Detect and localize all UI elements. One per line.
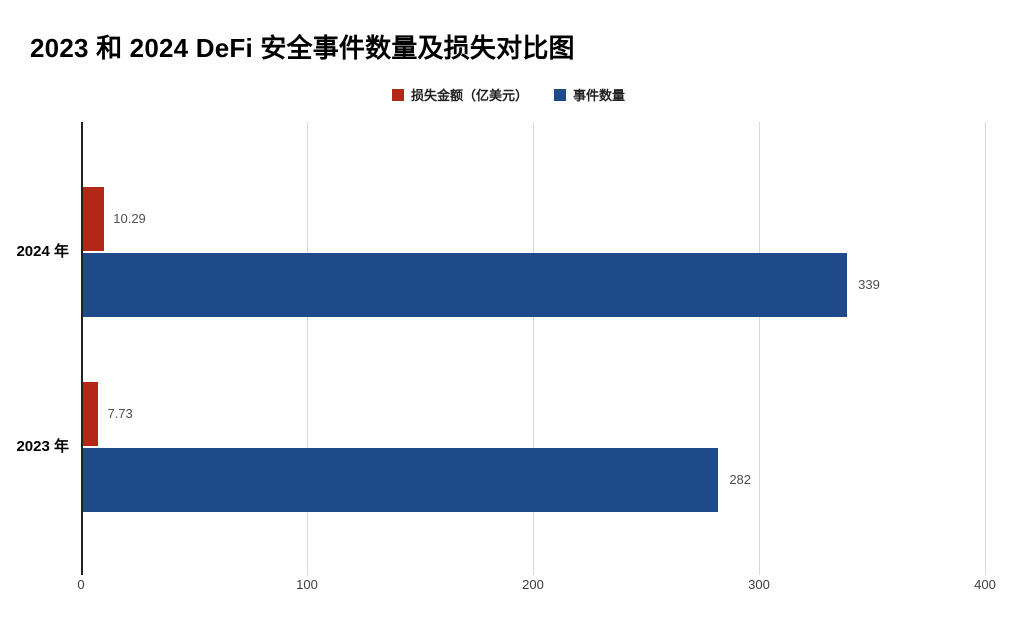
x-tick-label-300: 300 xyxy=(748,577,770,592)
gridline-300 xyxy=(759,122,760,575)
plot-area: 2024 年 10.29 339 2023 年 7.73 282 xyxy=(16,122,986,575)
gridline-100 xyxy=(307,122,308,575)
legend-swatch-icon xyxy=(391,88,404,101)
legend: 损失金额（亿美元） 事件数量 xyxy=(0,85,1017,104)
value-label-count-1: 282 xyxy=(729,472,752,487)
value-label-loss-1: 7.73 xyxy=(107,406,133,421)
legend-item-count[interactable]: 事件数量 xyxy=(554,85,625,104)
x-tick-label-100: 100 xyxy=(296,577,318,592)
bar-loss-0[interactable] xyxy=(81,187,105,251)
x-axis: 0 100 200 300 400 xyxy=(77,577,995,595)
gridline-200 xyxy=(533,122,534,575)
x-tick-label-400: 400 xyxy=(974,577,996,592)
category-label-2023年: 2023 年 xyxy=(16,438,69,455)
legend-swatch-icon xyxy=(554,88,566,101)
category-label-2024年: 2024 年 xyxy=(16,243,69,260)
chart-title: 2023 和 2024 DeFi 安全事件数量及损失对比图 xyxy=(30,33,575,63)
bar-count-1[interactable] xyxy=(81,448,719,512)
legend-item-loss[interactable]: 损失金额（亿美元） xyxy=(391,85,528,104)
gridline-400 xyxy=(985,122,986,575)
y-axis-line xyxy=(81,122,83,575)
legend-label: 损失金额（亿美元） xyxy=(410,88,528,103)
x-tick-label-200: 200 xyxy=(522,577,544,592)
legend-label: 事件数量 xyxy=(573,88,626,103)
value-label-count-0: 339 xyxy=(858,277,880,292)
bar-count-0[interactable] xyxy=(81,253,848,317)
x-tick-label-0: 0 xyxy=(77,577,85,592)
bar-loss-1[interactable] xyxy=(81,382,99,446)
value-label-loss-0: 10.29 xyxy=(113,211,146,226)
